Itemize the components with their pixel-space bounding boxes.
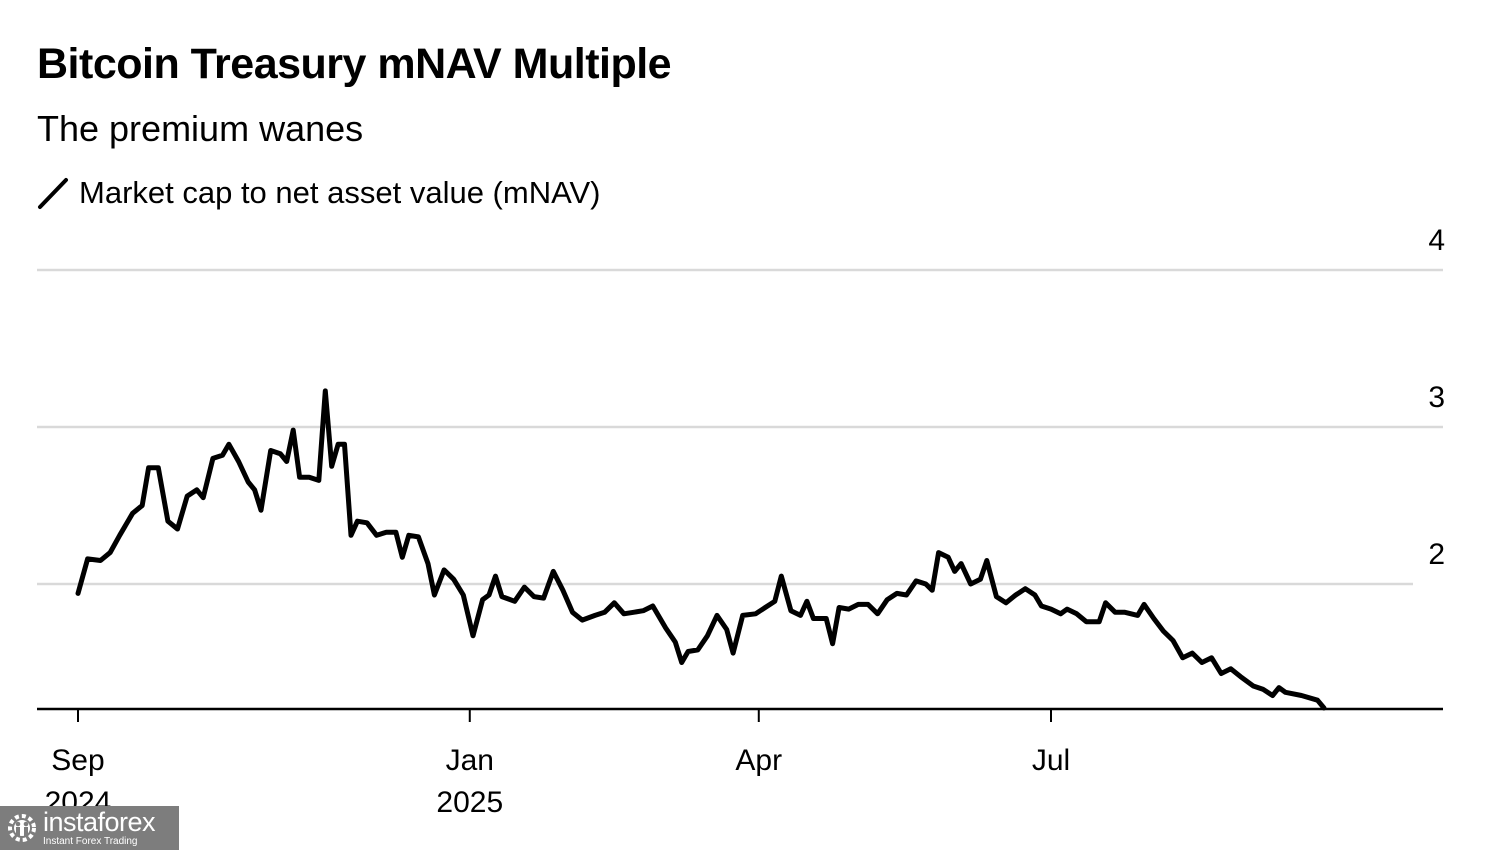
y-tick-label: 3 [1428,381,1445,414]
legend-label: Market cap to net asset value (mNAV) [79,175,601,210]
watermark-brand: instaforex [43,807,156,837]
watermark-tagline: Instant Forex Trading [43,836,138,847]
legend: Market cap to net asset value (mNAV) [37,175,600,211]
x-tick-label: Sep [51,744,104,777]
x-tick-sublabel: 2025 [436,786,503,819]
x-tick-label: Apr [735,744,782,777]
series-line-mnav [75,388,1327,711]
legend-line-icon [38,178,68,209]
chart-title: Bitcoin Treasury mNAV Multiple [37,40,672,88]
watermark: instaforex Instant Forex Trading [0,806,179,850]
gear-people-logo-icon [8,814,36,842]
y-axis: 2 3 4 [1428,224,1445,571]
y-tick-label: 2 [1428,538,1445,571]
x-tick-label: Jul [1032,744,1070,777]
chart-subtitle: The premium wanes [37,108,364,149]
gridlines [37,268,1443,586]
x-tick-label: Jan [446,744,494,777]
series-layer [75,388,1327,711]
y-tick-label: 4 [1428,224,1445,257]
